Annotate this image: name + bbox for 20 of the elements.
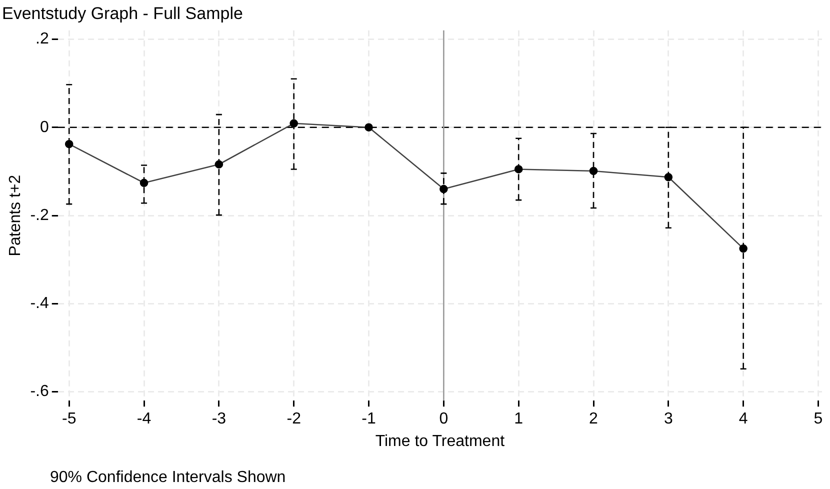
x-tick-label: 3 <box>664 410 673 428</box>
chart-title: Eventstudy Graph - Full Sample <box>2 4 243 23</box>
y-axis-title: Patents t+2 <box>7 174 24 256</box>
x-tick-label: -4 <box>136 410 152 428</box>
text: 90% Confidence Intervals Shown <box>50 469 286 486</box>
x-tick-label: -5 <box>62 410 76 428</box>
y-tick-label: 0 <box>40 118 49 136</box>
x-tick-label: 2 <box>589 410 598 428</box>
x-tick-label: -3 <box>212 410 226 428</box>
y-tick-label: .2 <box>36 30 49 48</box>
x-tick-label: 1 <box>514 410 524 428</box>
y-tick-label: -.6 <box>30 383 49 400</box>
x-tick-label: 4 <box>738 410 748 428</box>
x-tick-label: 5 <box>814 410 823 428</box>
x-tick-label: -1 <box>362 410 376 428</box>
x-axis-title: Time to Treatment <box>375 432 506 450</box>
x-tick-label: 0 <box>439 410 448 428</box>
y-tick-label: -.2 <box>30 206 49 224</box>
x-tick-label: -2 <box>286 410 302 428</box>
y-tick-label: -.4 <box>30 295 49 312</box>
